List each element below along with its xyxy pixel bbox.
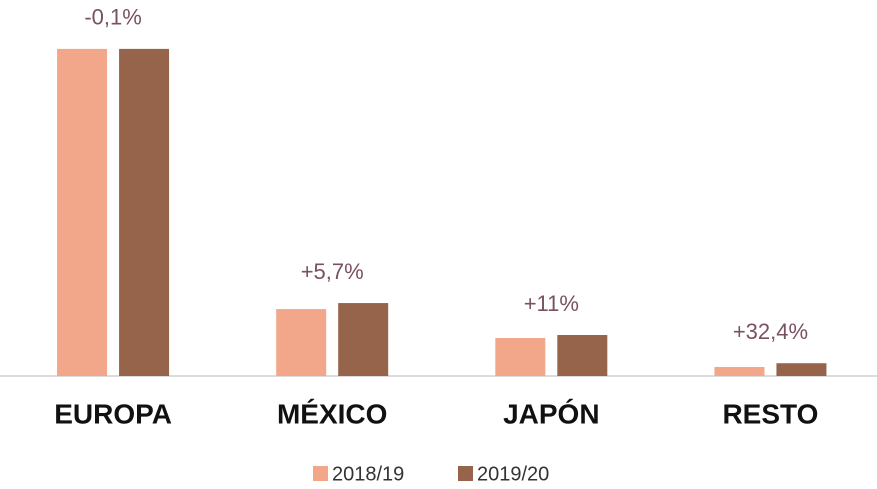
bar: [495, 338, 546, 376]
bar: [557, 335, 608, 376]
bar: [338, 303, 389, 376]
legend-label: 2019/20: [477, 463, 549, 485]
bar: [276, 309, 327, 376]
annotation: +11%: [524, 291, 579, 316]
annotation: +5,7%: [301, 259, 364, 284]
x-tick-label: EUROPA: [54, 398, 172, 429]
bar: [714, 366, 765, 376]
legend-label: 2018/19: [332, 463, 404, 485]
bar: [119, 48, 170, 376]
legend-swatch: [458, 466, 473, 481]
bar: [776, 363, 827, 376]
x-tick-label: MÉXICO: [277, 398, 387, 429]
annotation: +32,4%: [733, 319, 808, 344]
x-tick-label: RESTO: [722, 398, 818, 429]
x-tick-label: JAPÓN: [503, 398, 599, 429]
bar: [57, 48, 108, 376]
annotation: -0,1%: [84, 5, 141, 30]
legend-swatch: [313, 466, 328, 481]
